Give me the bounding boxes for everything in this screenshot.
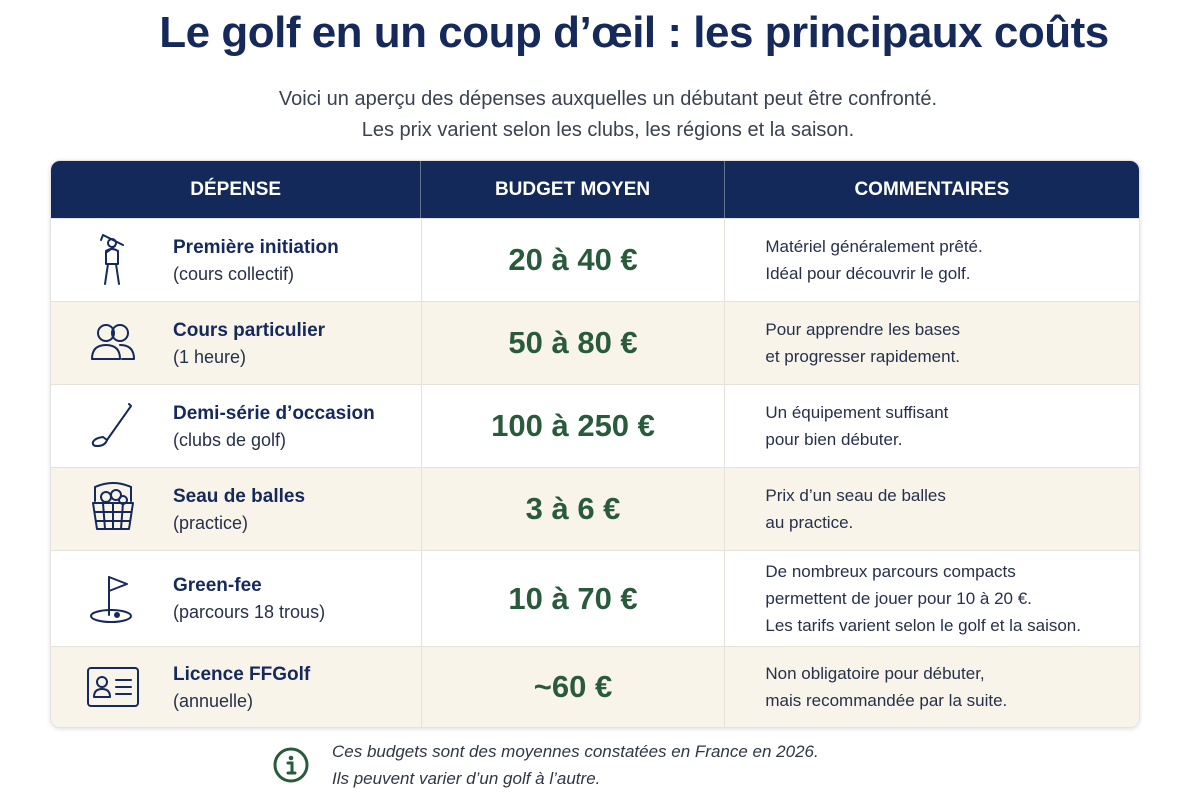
expense-subtitle: (practice) xyxy=(173,512,249,533)
expense-title: Première initiation xyxy=(173,236,339,258)
comment-line: au practice. xyxy=(765,513,854,532)
expense-cell: Seau de balles (practice) xyxy=(51,468,421,550)
comment-line: Un équipement suffisant xyxy=(765,403,949,422)
comment-cell: Un équipement suffisant pour bien débute… xyxy=(724,385,1139,467)
comment-line: mais recommandée par la suite. xyxy=(765,691,1008,710)
footnote: Ces budgets sont des moyennes constatées… xyxy=(272,738,819,792)
budget-value: 20 à 40 € xyxy=(420,219,725,301)
golf-club-icon xyxy=(81,394,145,458)
page-title: Le golf en un coup d’œil : les principau… xyxy=(159,8,1109,57)
expense-cell: Licence FFGolf (annuelle) xyxy=(51,647,421,727)
expense-cell: Première initiation (cours collectif) xyxy=(51,219,421,301)
expense-subtitle: (clubs de golf) xyxy=(173,429,287,450)
footnote-line: Ils peuvent varier d’un golf à l’autre. xyxy=(332,769,601,788)
ball-basket-icon xyxy=(81,477,145,541)
comment-cell: Pour apprendre les bases et progresser r… xyxy=(724,302,1139,384)
table-header: DÉPENSE BUDGET MOYEN COMMENTAIRES xyxy=(51,161,1139,218)
table-row: Seau de balles (practice) 3 à 6 € Prix d… xyxy=(51,467,1139,550)
header-expense: DÉPENSE xyxy=(190,178,282,200)
footnote-line: Ces budgets sont des moyennes constatées… xyxy=(332,742,819,761)
header-comments: COMMENTAIRES xyxy=(723,161,1139,218)
page-subtitle: Voici un aperçu des dépenses auxquelles … xyxy=(0,84,1200,146)
table-row: Demi-série d’occasion (clubs de golf) 10… xyxy=(51,384,1139,467)
footnote-text: Ces budgets sont des moyennes constatées… xyxy=(332,738,819,792)
expense-subtitle: (annuelle) xyxy=(173,690,254,711)
comment-cell: Non obligatoire pour débuter, mais recom… xyxy=(724,647,1139,727)
expense-subtitle: (cours collectif) xyxy=(173,263,295,284)
expense-cell: Cours particulier (1 heure) xyxy=(51,302,421,384)
expense-title: Demi-série d’occasion xyxy=(173,402,375,424)
golfer-icon xyxy=(81,228,145,292)
budget-value: ~60 € xyxy=(420,647,725,727)
table-row: Première initiation (cours collectif) 20… xyxy=(51,218,1139,301)
comment-line: Matériel généralement prêté. xyxy=(765,237,983,256)
budget-value: 50 à 80 € xyxy=(420,302,725,384)
comment-cell: De nombreux parcours compacts permettent… xyxy=(724,551,1139,646)
flag-hole-icon xyxy=(81,567,145,631)
comment-cell: Prix d’un seau de balles au practice. xyxy=(724,468,1139,550)
expense-cell: Green-fee (parcours 18 trous) xyxy=(51,551,421,646)
comment-line: Les tarifs varient selon le golf et la s… xyxy=(765,616,1081,635)
header-budget: BUDGET MOYEN xyxy=(420,161,723,218)
cost-table: DÉPENSE BUDGET MOYEN COMMENTAIRES Premiè… xyxy=(50,160,1140,728)
comment-line: De nombreux parcours compacts xyxy=(765,562,1016,581)
expense-title: Green-fee xyxy=(173,575,262,596)
comment-line: Prix d’un seau de balles xyxy=(765,486,946,505)
expense-title: Cours particulier xyxy=(173,319,326,341)
budget-value: 3 à 6 € xyxy=(420,468,725,550)
expense-cell: Demi-série d’occasion (clubs de golf) xyxy=(51,385,421,467)
expense-subtitle: (parcours 18 trous) xyxy=(173,602,326,622)
budget-value: 100 à 250 € xyxy=(420,385,725,467)
comment-line: permettent de jouer pour 10 à 20 €. xyxy=(765,589,1032,608)
comment-line: Pour apprendre les bases xyxy=(765,320,961,339)
table-row: Licence FFGolf (annuelle) ~60 € Non obli… xyxy=(51,646,1139,727)
budget-value: 10 à 70 € xyxy=(420,551,725,646)
expense-title: Licence FFGolf xyxy=(173,663,311,685)
comment-cell: Matériel généralement prêté. Idéal pour … xyxy=(724,219,1139,301)
info-icon xyxy=(273,747,309,783)
expense-title: Seau de balles xyxy=(173,485,306,507)
table-row: Cours particulier (1 heure) 50 à 80 € Po… xyxy=(51,301,1139,384)
comment-line: Idéal pour découvrir le golf. xyxy=(765,264,971,283)
comment-line: Non obligatoire pour débuter, xyxy=(765,664,985,683)
people-icon xyxy=(81,311,145,375)
comment-line: pour bien débuter. xyxy=(765,430,903,449)
comment-line: et progresser rapidement. xyxy=(765,347,961,366)
table-row: Green-fee (parcours 18 trous) 10 à 70 € … xyxy=(51,550,1139,646)
subtitle-line: Les prix varient selon les clubs, les ré… xyxy=(361,119,855,141)
subtitle-line: Voici un aperçu des dépenses auxquelles … xyxy=(278,88,938,110)
id-card-icon xyxy=(81,655,145,719)
expense-subtitle: (1 heure) xyxy=(173,346,247,367)
